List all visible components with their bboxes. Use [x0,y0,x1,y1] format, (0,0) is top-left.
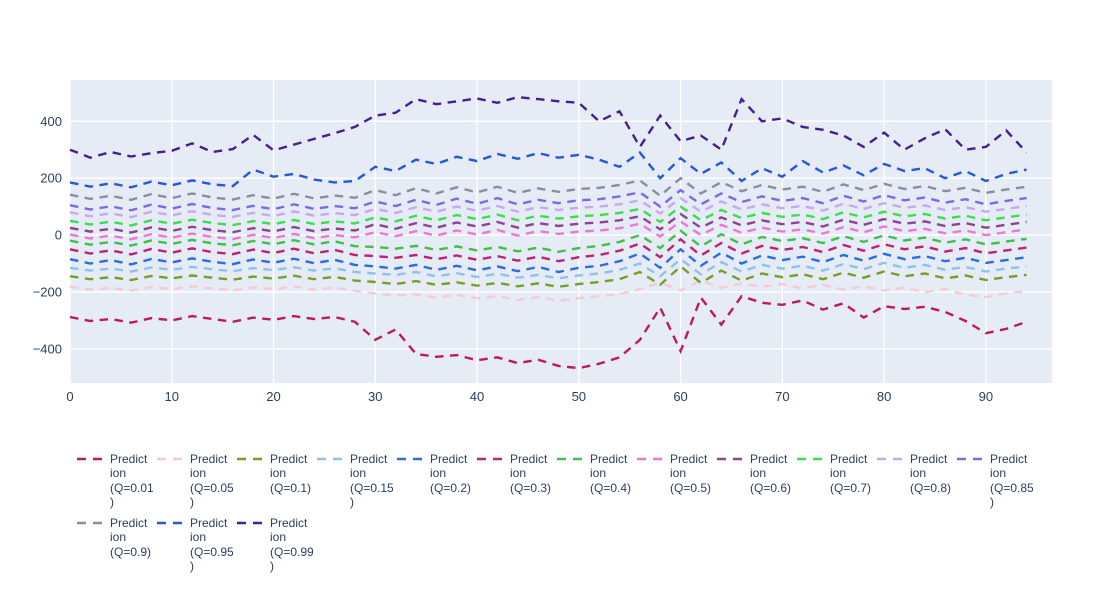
legend-dash-swatch [877,457,904,461]
series-line-q0.6q [69,212,1027,234]
legend-label: Predict ion (Q=0.8) [910,452,952,495]
x-tick-label: 10 [165,389,179,404]
legend-label: Predict ion (Q=0.3) [510,452,552,495]
legend-dash-swatch [477,457,504,461]
series-line-q0.3q [69,237,1027,263]
legend-dash-swatch [157,521,184,525]
legend-label: Predict ion (Q=0.95 ) [190,516,234,573]
legend-dash-swatch [637,457,664,461]
legend-label: Predict ion (Q=0.85 ) [990,452,1034,509]
y-tick-label: 0 [55,228,62,243]
x-tick-label: 90 [979,389,993,404]
legend-dash-swatch [237,457,264,461]
legend: Predict ion (Q=0.01 ) Predict ion (Q=0.05… [77,452,1057,580]
legend-item-q0.15q[interactable]: Predict ion (Q=0.15 ) [317,452,397,516]
legend-dash-swatch [77,457,104,461]
y-tick-label: −200 [33,284,62,299]
x-tick-label: 40 [470,389,484,404]
legend-label: Predict ion (Q=0.99 ) [270,516,314,573]
x-tick-label: 20 [266,389,280,404]
legend-dash-swatch [77,521,104,525]
series-line-q0.2q [69,247,1027,274]
legend-dash-swatch [957,457,984,461]
legend-label: Predict ion (Q=0.6) [750,452,792,495]
legend-item-q0.6q[interactable]: Predict ion (Q=0.6) [717,452,797,516]
x-tick-label: 60 [673,389,687,404]
legend-label: Predict ion (Q=0.15 ) [350,452,394,509]
legend-item-q0.8q[interactable]: Predict ion (Q=0.8) [877,452,957,516]
legend-label: Predict ion (Q=0.01 ) [110,452,154,509]
legend-dash-swatch [717,457,744,461]
legend-dash-swatch [317,457,344,461]
series-line-q0.5q [69,219,1027,241]
series-line-q0.95q [69,150,1027,189]
legend-dash-swatch [557,457,584,461]
legend-dash-swatch [157,457,184,461]
legend-item-q0.01q[interactable]: Predict ion (Q=0.01 ) [77,452,157,516]
legend-item-q0.9q[interactable]: Predict ion (Q=0.9) [77,516,157,580]
legend-item-q0.99q[interactable]: Predict ion (Q=0.99 ) [237,516,317,580]
series-line-q0.4q [69,229,1027,254]
series-line-q0.01q [69,294,1027,370]
legend-item-q0.95q[interactable]: Predict ion (Q=0.95 ) [157,516,237,580]
x-tick-label: 70 [775,389,789,404]
series-line-q0.1q [69,264,1027,289]
legend-item-q0.2q[interactable]: Predict ion (Q=0.2) [397,452,477,516]
series-line-q0.7q [69,205,1027,227]
legend-label: Predict ion (Q=0.1) [270,452,312,495]
x-tick-label: 30 [368,389,382,404]
legend-label: Predict ion (Q=0.5) [670,452,712,495]
legend-dash-swatch [237,521,264,525]
legend-item-q0.05q[interactable]: Predict ion (Q=0.05 ) [157,452,237,516]
legend-label: Predict ion (Q=0.9) [110,516,152,559]
legend-item-q0.1q[interactable]: Predict ion (Q=0.1) [237,452,317,516]
quantile-prediction-chart: 0 10 20 30 40 50 60 70 80 90 −400 −200 0 200 400 [33,80,1052,404]
legend-item-q0.4q[interactable]: Predict ion (Q=0.4) [557,452,637,516]
series-line-q0.8q [69,196,1027,219]
y-tick-label: 400 [40,114,62,129]
legend-item-q0.3q[interactable]: Predict ion (Q=0.3) [477,452,557,516]
legend-item-q0.7q[interactable]: Predict ion (Q=0.7) [797,452,877,516]
x-tick-label: 50 [572,389,586,404]
x-tick-label: 80 [877,389,891,404]
plot-area[interactable] [70,80,1052,383]
y-tick-label: 200 [40,171,62,186]
x-tick-label: 0 [66,389,73,404]
legend-dash-swatch [397,457,424,461]
y-tick-label: −400 [33,341,62,356]
series-line-q0.05q [69,279,1027,302]
series-line-q0.15q [69,257,1027,280]
legend-label: Predict ion (Q=0.4) [590,452,632,495]
legend-label: Predict ion (Q=0.7) [830,452,872,495]
legend-item-q0.85q[interactable]: Predict ion (Q=0.85 ) [957,452,1037,516]
legend-dash-swatch [797,457,824,461]
legend-label: Predict ion (Q=0.2) [430,452,472,495]
series-line-q0.99q [69,95,1028,159]
legend-item-q0.5q[interactable]: Predict ion (Q=0.5) [637,452,717,516]
legend-label: Predict ion (Q=0.05 ) [190,452,234,509]
